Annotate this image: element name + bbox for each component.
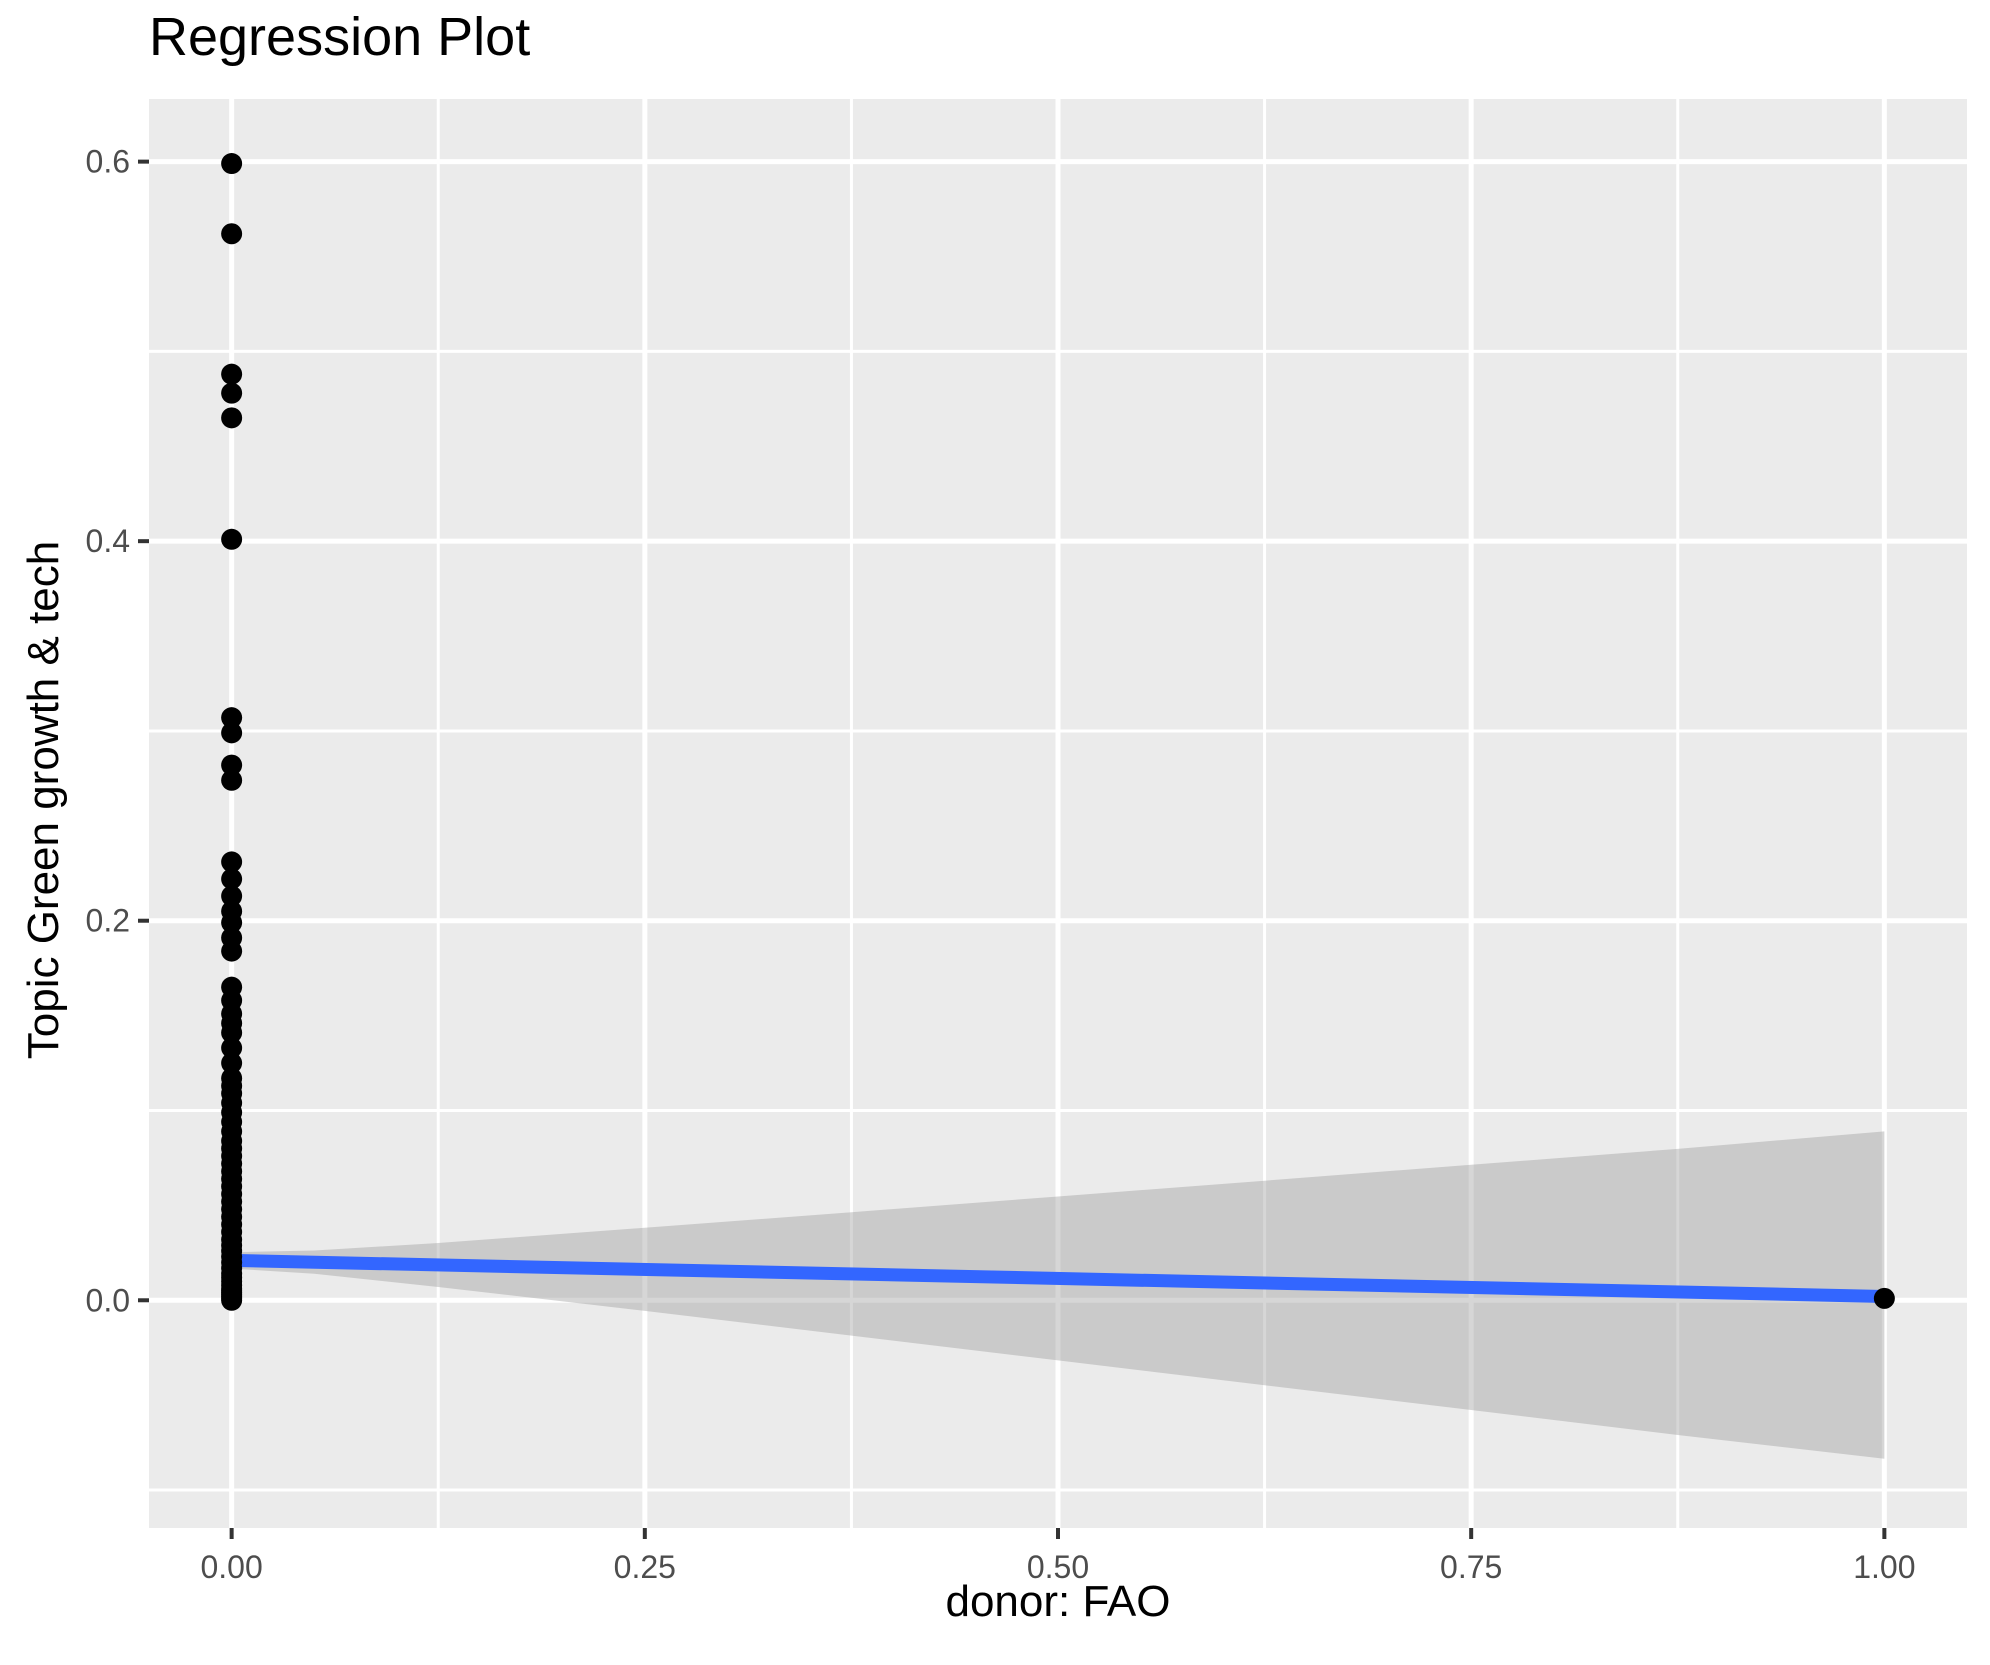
data-point: [221, 1022, 243, 1044]
y-tick-label: 0.6: [86, 144, 130, 180]
data-point: [221, 722, 243, 744]
data-point: [221, 407, 243, 429]
y-tick-labels: 0.0 0.2 0.4 0.6: [86, 144, 130, 1319]
x-tick-label: 0.75: [1440, 1549, 1502, 1585]
data-point: [221, 363, 243, 385]
data-point: [221, 528, 243, 550]
x-tick-label: 0.50: [1027, 1549, 1089, 1585]
data-point: [221, 707, 243, 729]
data-point: [221, 1289, 243, 1311]
data-point: [221, 1037, 243, 1059]
y-tick-label: 0.0: [86, 1282, 130, 1318]
data-point: [221, 868, 243, 890]
confidence-band: [231, 1131, 1885, 1459]
data-point: [221, 940, 243, 962]
y-tick-label: 0.2: [86, 903, 130, 939]
data-point: [221, 223, 243, 245]
data-point: [221, 885, 243, 907]
data-point: [221, 769, 243, 791]
plot-title: Regression Plot: [149, 7, 531, 67]
x-tick-label: 1.00: [1853, 1549, 1915, 1585]
regression-line: [231, 1253, 1885, 1303]
y-tick-label: 0.4: [86, 523, 130, 559]
x-tick-label: 0.25: [614, 1549, 676, 1585]
data-point: [221, 851, 243, 873]
data-points: [221, 153, 1895, 1311]
x-tick-label: 0.00: [200, 1549, 262, 1585]
axis-tick-marks: [138, 159, 1887, 1539]
data-point: [1873, 1287, 1895, 1309]
data-point: [221, 153, 243, 175]
data-point: [221, 1052, 243, 1074]
y-axis-title: Topic Green growth & tech: [18, 540, 68, 1060]
x-tick-labels: 0.00 0.25 0.50 0.75 1.00: [200, 1549, 1915, 1585]
data-point: [221, 912, 243, 934]
x-axis-title: donor: FAO: [945, 1577, 1171, 1626]
data-point: [221, 382, 243, 404]
data-point: [221, 754, 243, 776]
